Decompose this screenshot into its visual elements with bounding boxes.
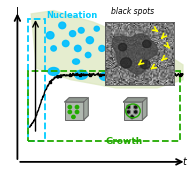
- Circle shape: [70, 31, 76, 37]
- Circle shape: [74, 45, 81, 52]
- Bar: [28, 19, 45, 140]
- Polygon shape: [123, 98, 147, 102]
- Circle shape: [75, 105, 79, 109]
- Circle shape: [86, 37, 93, 44]
- Bar: [123, 102, 142, 120]
- Polygon shape: [142, 98, 147, 120]
- Bar: [65, 102, 84, 120]
- Circle shape: [46, 32, 54, 39]
- Ellipse shape: [73, 59, 80, 64]
- Circle shape: [51, 46, 56, 51]
- Ellipse shape: [100, 72, 111, 81]
- Circle shape: [85, 52, 91, 58]
- Circle shape: [72, 115, 75, 119]
- Ellipse shape: [48, 67, 59, 75]
- Circle shape: [62, 40, 69, 47]
- Circle shape: [130, 115, 134, 119]
- Circle shape: [99, 46, 105, 51]
- Polygon shape: [84, 98, 88, 120]
- Circle shape: [59, 22, 66, 29]
- Text: t: t: [182, 157, 186, 167]
- Bar: [28, 71, 180, 140]
- Circle shape: [127, 110, 130, 114]
- Circle shape: [68, 105, 72, 109]
- Text: black spots: black spots: [111, 7, 154, 16]
- Polygon shape: [141, 60, 150, 69]
- Circle shape: [68, 110, 72, 114]
- Text: Growth: Growth: [105, 137, 143, 146]
- Polygon shape: [118, 43, 127, 51]
- Circle shape: [78, 28, 84, 33]
- Polygon shape: [143, 40, 151, 48]
- Polygon shape: [112, 34, 158, 74]
- Polygon shape: [65, 98, 88, 102]
- Circle shape: [75, 110, 79, 114]
- Text: I: I: [16, 7, 19, 17]
- Circle shape: [134, 105, 137, 109]
- Polygon shape: [31, 11, 183, 88]
- Circle shape: [94, 26, 99, 31]
- Ellipse shape: [75, 70, 88, 79]
- Circle shape: [134, 110, 137, 114]
- Circle shape: [127, 105, 130, 109]
- Polygon shape: [121, 58, 132, 68]
- Text: Nucleation: Nucleation: [47, 11, 98, 20]
